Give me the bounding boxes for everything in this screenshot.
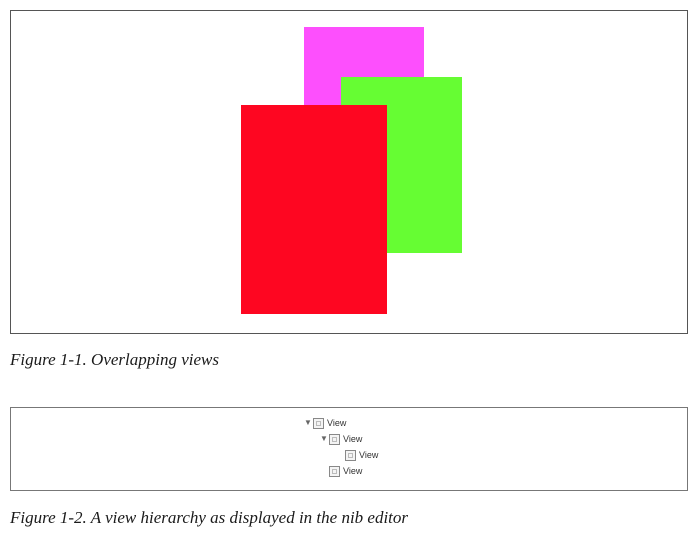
tree-item-label: View: [343, 466, 363, 476]
red-view: [241, 105, 387, 314]
tree-item-root-view[interactable]: ▼ View: [303, 416, 346, 430]
figure-1-caption: Figure 1-1. Overlapping views: [10, 350, 219, 369]
figure-2-caption: Figure 1-2. A view hierarchy as displaye…: [10, 508, 409, 527]
tree-item-child-view[interactable]: ▼ View: [319, 432, 362, 446]
tree-item-sibling-view[interactable]: View: [319, 464, 362, 478]
tree-item-label: View: [327, 418, 347, 428]
view-box-icon: [345, 449, 356, 461]
disclosure-triangle-icon[interactable]: ▼: [320, 434, 328, 443]
disclosure-triangle-icon[interactable]: ▼: [304, 418, 312, 427]
tree-item-label: View: [343, 434, 363, 444]
view-box-icon: [329, 433, 340, 445]
view-box-icon: [329, 465, 340, 477]
overlapping-views-figure: [10, 10, 688, 334]
tree-item-label: View: [359, 450, 379, 460]
tree-item-grandchild-view[interactable]: View: [335, 448, 378, 462]
view-box-icon: [313, 417, 324, 429]
view-hierarchy-figure: ▼ View ▼ View View View: [10, 407, 688, 491]
